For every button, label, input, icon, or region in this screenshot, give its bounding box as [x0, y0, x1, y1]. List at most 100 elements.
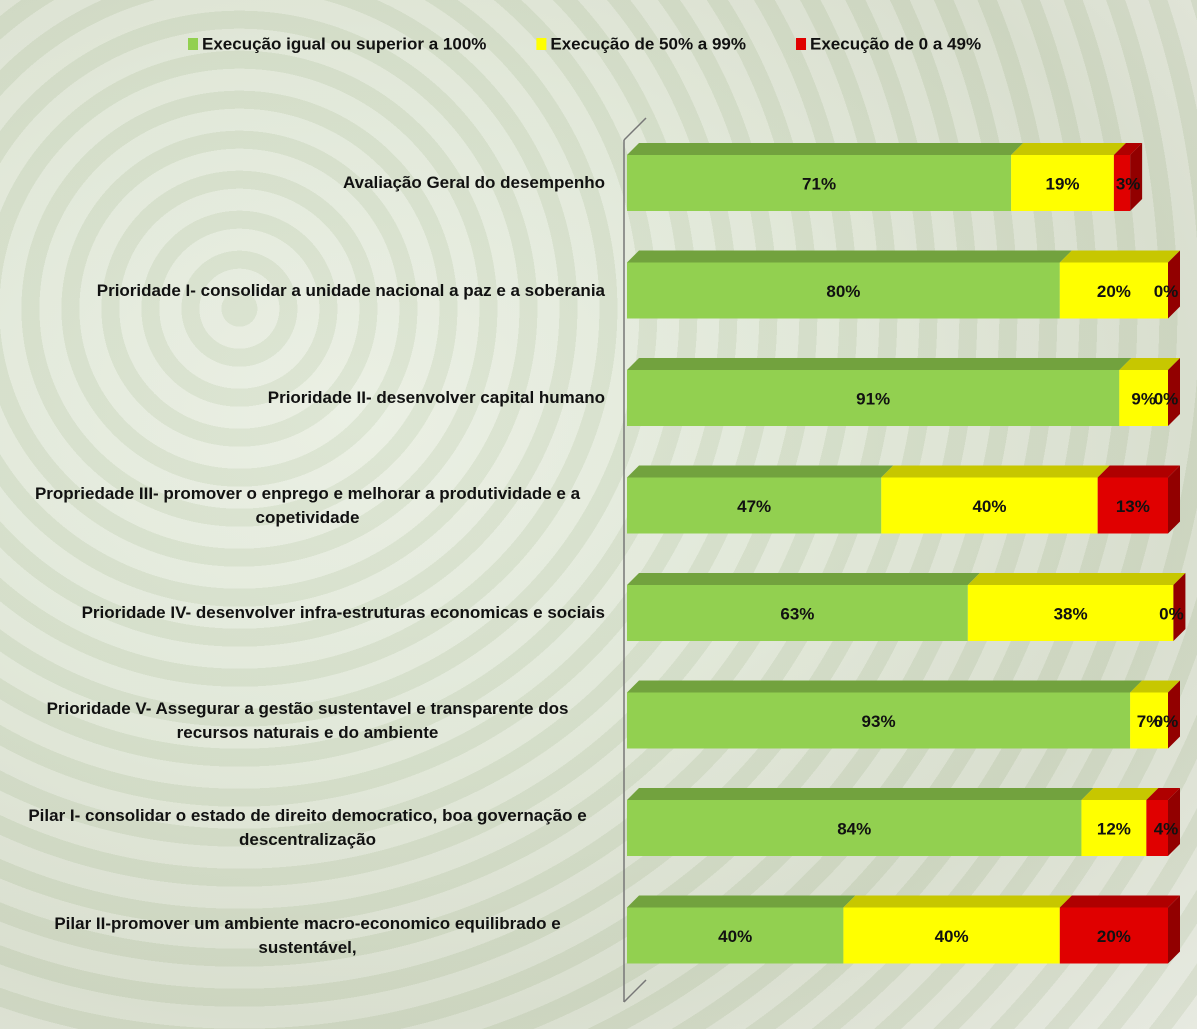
- category-text: Avaliação Geral do desempenho: [342, 173, 605, 192]
- data-label: 0%: [1154, 389, 1179, 408]
- legend-swatch: [536, 38, 547, 50]
- data-label: 19%: [1045, 174, 1079, 193]
- data-label: 9%: [1131, 389, 1156, 408]
- data-label: 20%: [1097, 282, 1131, 301]
- bar-segment: [1059, 250, 1180, 319]
- legend-swatch: [188, 38, 198, 50]
- category-label: Prioridade IV- desenvolver infra-estrutu…: [10, 601, 605, 625]
- bar-segment: [1146, 788, 1180, 856]
- bar-front-face: [881, 477, 1098, 534]
- data-label: 93%: [862, 712, 896, 731]
- bar-front-face: [1113, 155, 1131, 211]
- data-label: 4%: [1154, 819, 1179, 838]
- bar-side-face: [1168, 895, 1180, 964]
- bar-segment: [627, 465, 894, 534]
- legend-label: Execução igual ou superior a 100%: [202, 34, 486, 53]
- bar-top-face: [627, 680, 1143, 693]
- bar-top-face: [1113, 143, 1143, 155]
- category-text: Pilar II-promover um ambiente macro-econ…: [54, 913, 561, 957]
- axis-line: [623, 117, 647, 141]
- bar-front-face: [627, 477, 882, 534]
- bar-side-face: [1168, 358, 1180, 426]
- bar-top-face: [1130, 680, 1180, 693]
- bar-front-face: [1059, 907, 1168, 964]
- bar-top-face: [843, 895, 1072, 908]
- category-label: Prioridade I- consolidar a unidade nacio…: [10, 279, 605, 303]
- bar-front-face: [1119, 370, 1168, 426]
- bar-segment: [1081, 788, 1159, 856]
- axis-line: [623, 979, 647, 1003]
- category-text: Pilar I- consolidar o estado de direito …: [28, 806, 587, 849]
- category-text: Prioridade IV- desenvolver infra-estrutu…: [81, 603, 605, 622]
- bar-top-face: [627, 143, 1024, 155]
- bar-top-face: [1081, 788, 1159, 800]
- bar-front-face: [627, 262, 1060, 319]
- bar-side-face: [1173, 573, 1186, 641]
- bar-front-face: [627, 585, 968, 641]
- data-label: 0%: [1154, 712, 1179, 731]
- bar-front-face: [843, 907, 1060, 964]
- bar-segment: [1097, 465, 1180, 534]
- category-label: Pilar II-promover um ambiente macro-econ…: [10, 912, 605, 960]
- bar-top-face: [1059, 895, 1180, 908]
- data-label: 0%: [1159, 604, 1184, 623]
- bar-top-face: [881, 465, 1110, 478]
- bar-top-face: [627, 465, 894, 478]
- bar-segment: [627, 680, 1143, 749]
- category-label: Prioridade V- Assegurar a gestão sustent…: [10, 697, 605, 745]
- bar-top-face: [627, 358, 1132, 370]
- data-label: 40%: [935, 927, 969, 946]
- bar-front-face: [1130, 692, 1168, 749]
- bar-top-face: [1059, 250, 1180, 263]
- category-text: Propriedade III- promover o enprego e me…: [34, 483, 581, 527]
- data-label: 63%: [780, 604, 814, 623]
- data-label: 71%: [802, 174, 836, 193]
- bar-segment: [627, 895, 856, 964]
- data-label: 91%: [856, 389, 890, 408]
- bar-segment: [1113, 143, 1143, 211]
- category-label: Propriedade III- promover o enprego e me…: [10, 482, 605, 530]
- data-label: 7%: [1137, 712, 1162, 731]
- bar-side-face: [1168, 250, 1180, 319]
- bar-segment: [1130, 680, 1180, 749]
- legend-label: Execução de 50% a 99%: [550, 34, 746, 53]
- bar-front-face: [627, 800, 1082, 856]
- bar-segment: [627, 788, 1094, 856]
- bar-top-face: [1011, 143, 1126, 155]
- bar-top-face: [627, 250, 1072, 263]
- bar-side-face: [1168, 465, 1180, 534]
- data-label: 3%: [1116, 174, 1141, 193]
- bar-segment: [627, 358, 1132, 426]
- bar-segment: [967, 573, 1186, 641]
- bar-segment: [1173, 573, 1186, 641]
- data-label: 20%: [1097, 927, 1131, 946]
- bar-front-face: [627, 370, 1120, 426]
- bar-top-face: [967, 573, 1186, 585]
- data-label: 47%: [737, 497, 771, 516]
- bar-front-face: [627, 692, 1131, 749]
- bar-front-face: [1146, 800, 1168, 856]
- data-label: 12%: [1097, 819, 1131, 838]
- bar-segment: [1168, 358, 1180, 426]
- bar-segment: [627, 573, 980, 641]
- category-label: Avaliação Geral do desempenho: [10, 171, 605, 195]
- bar-segment: [1168, 250, 1180, 319]
- bar-top-face: [627, 573, 980, 585]
- bar-front-face: [1059, 262, 1168, 319]
- data-label: 84%: [837, 819, 871, 838]
- category-label: Pilar I- consolidar o estado de direito …: [10, 804, 605, 852]
- bar-front-face: [1081, 800, 1147, 856]
- category-text: Prioridade II- desenvolver capital human…: [267, 388, 605, 407]
- data-label: 40%: [972, 497, 1006, 516]
- bar-segment: [843, 895, 1072, 964]
- bar-side-face: [1168, 788, 1180, 856]
- bar-top-face: [627, 895, 856, 908]
- bar-segment: [627, 143, 1024, 211]
- category-text: Prioridade V- Assegurar a gestão sustent…: [46, 698, 569, 742]
- bar-segment: [1011, 143, 1126, 211]
- bar-front-face: [627, 155, 1012, 211]
- bar-segment: [1059, 895, 1180, 964]
- category-label: Prioridade II- desenvolver capital human…: [10, 386, 605, 410]
- data-label: 13%: [1116, 497, 1150, 516]
